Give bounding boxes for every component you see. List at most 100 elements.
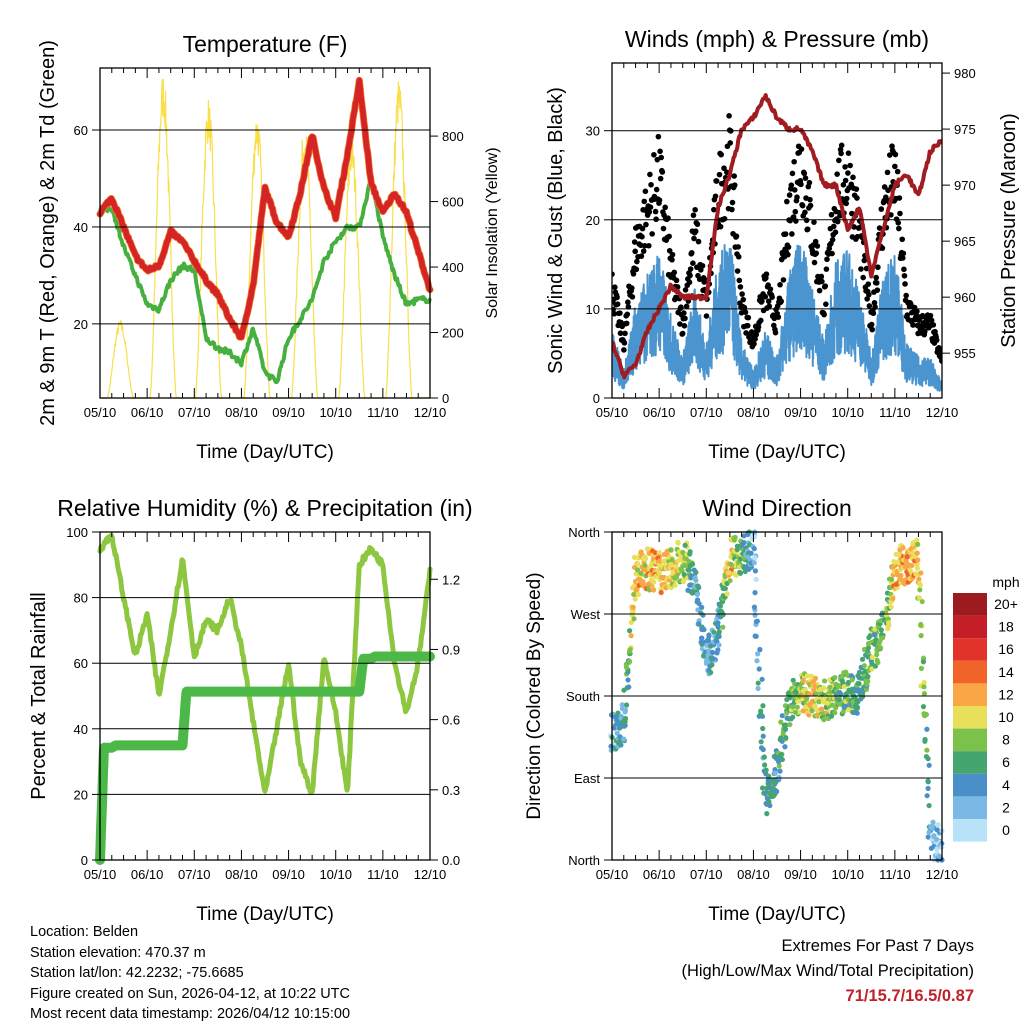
direction-point <box>782 726 789 732</box>
gust-point <box>876 225 883 231</box>
direction-point <box>821 697 828 703</box>
gust-point <box>904 312 911 318</box>
gust-point <box>791 187 798 193</box>
direction-point <box>865 678 871 684</box>
legend-label: 6 <box>1002 754 1010 770</box>
legend-swatch <box>953 819 987 842</box>
direction-point <box>631 554 638 560</box>
direction-point <box>879 635 886 641</box>
gust-point <box>691 235 697 242</box>
y-tick-label: West <box>571 607 601 622</box>
legend-label: 16 <box>998 641 1014 657</box>
gust-point <box>649 231 655 237</box>
wind-speed-line <box>612 244 942 392</box>
direction-point <box>727 578 733 584</box>
gust-point <box>903 292 909 299</box>
direction-point <box>931 833 937 839</box>
gust-point <box>617 310 623 316</box>
2m-temperature-line <box>97 77 433 340</box>
gust-point <box>828 211 835 218</box>
direction-point <box>753 633 759 639</box>
gust-point <box>669 251 676 258</box>
gust-point <box>864 296 870 302</box>
direction-point <box>632 596 638 602</box>
gust-point <box>633 266 640 273</box>
gust-point <box>838 150 844 157</box>
gust-point <box>735 244 741 250</box>
gust-point <box>755 324 762 330</box>
direction-point <box>751 560 757 566</box>
x-tick-label: 09/10 <box>784 405 817 420</box>
direction-point <box>757 646 763 653</box>
gust-point <box>874 287 881 293</box>
gust-point <box>792 208 799 215</box>
direction-point <box>631 616 637 622</box>
direction-point <box>650 587 657 593</box>
direction-point <box>905 571 911 578</box>
y-tick-label: South <box>566 689 600 704</box>
direction-point <box>630 604 636 610</box>
direction-point <box>656 570 662 576</box>
gust-point <box>659 169 666 175</box>
temperature-plot <box>96 76 434 399</box>
direction-point <box>623 664 630 670</box>
gust-point <box>712 193 719 200</box>
gust-point <box>834 171 840 177</box>
direction-point <box>833 705 839 711</box>
gust-point <box>694 221 701 228</box>
direction-point <box>614 730 620 736</box>
direction-point <box>861 646 868 653</box>
gust-point <box>622 330 628 337</box>
gust-point <box>731 173 737 179</box>
direction-point <box>717 603 724 609</box>
y-axis-label: 2m & 9m T (Red, Orange) & 2m Td (Green) <box>37 40 59 426</box>
gust-point <box>791 158 797 165</box>
gust-point <box>879 245 886 251</box>
y-tick-label: 10 <box>586 302 600 317</box>
gust-point <box>782 231 789 237</box>
gust-point <box>853 186 860 192</box>
solar-insolation-line <box>99 78 431 399</box>
direction-point <box>701 627 707 633</box>
direction-point <box>797 698 803 704</box>
gust-point <box>692 206 698 213</box>
direction-point <box>812 703 818 709</box>
direction-point <box>907 567 913 573</box>
gust-point <box>830 223 837 230</box>
direction-point <box>687 551 693 557</box>
gust-point <box>807 202 814 209</box>
gust-point <box>634 258 640 265</box>
direction-point <box>737 556 743 562</box>
direction-point <box>787 695 793 701</box>
gust-point <box>858 266 864 272</box>
gust-point <box>673 277 680 284</box>
direction-point <box>748 550 754 556</box>
direction-point <box>761 754 767 760</box>
gust-point <box>625 299 631 306</box>
y-right-tick-label: 0 <box>442 391 449 406</box>
x-tick-label: 12/10 <box>926 867 959 882</box>
direction-point <box>816 699 822 705</box>
gust-point <box>640 248 647 254</box>
direction-point <box>854 710 860 716</box>
gust-point <box>645 242 652 249</box>
direction-point <box>792 709 798 715</box>
direction-point <box>731 535 737 542</box>
x-tick-label: 11/10 <box>367 405 399 420</box>
gust-point <box>873 274 879 281</box>
direction-point <box>760 703 766 709</box>
direction-point <box>726 570 732 576</box>
gust-point <box>899 255 906 261</box>
direction-point <box>695 583 701 589</box>
gust-point <box>829 236 836 243</box>
gust-point <box>642 243 648 249</box>
direction-point <box>615 710 621 716</box>
gust-point <box>836 157 842 164</box>
gust-point <box>812 238 819 245</box>
gust-point <box>842 164 848 170</box>
direction-point <box>760 725 766 732</box>
gust-point <box>632 248 638 255</box>
direction-point <box>804 695 810 701</box>
direction-point <box>790 714 796 720</box>
gust-point <box>639 233 645 240</box>
